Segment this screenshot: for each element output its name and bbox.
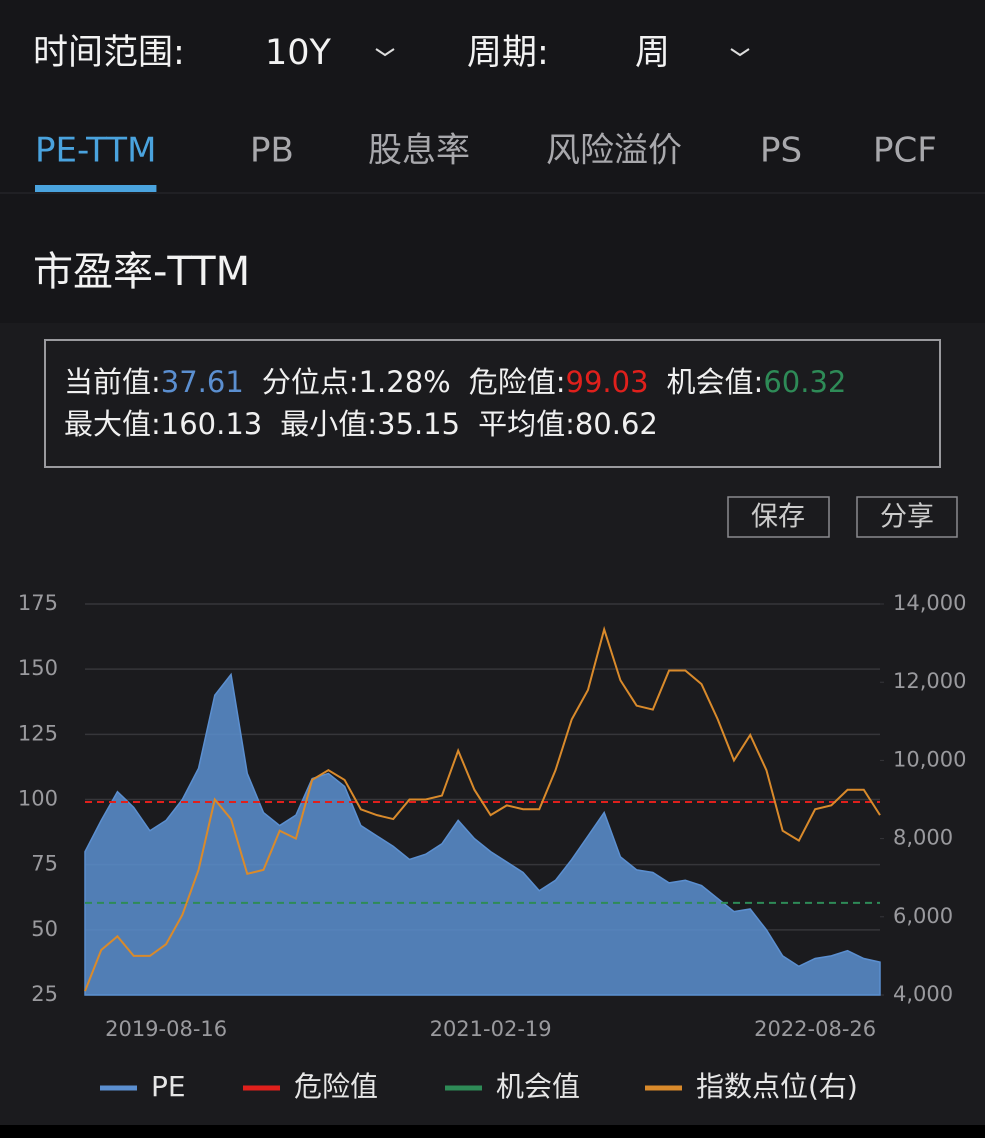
stat-value: 60.32 <box>763 365 846 399</box>
stat-value: 1.28% <box>359 365 451 399</box>
stat-value: 99.03 <box>566 365 649 399</box>
y2-tick-label: 12,000 <box>893 669 966 693</box>
time-range-label: 时间范围: <box>33 33 185 73</box>
y-tick-label: 25 <box>31 982 58 1006</box>
dropdown-chevron[interactable] <box>375 48 395 57</box>
header-bg <box>0 0 985 323</box>
legend-label: PE <box>151 1070 186 1103</box>
pe-area <box>84 672 881 996</box>
tab-bar: PE-TTM PB 股息率 风险溢价 PS PCF <box>35 131 937 192</box>
chart: 25 50 75 100 125 150 175 4,000 6,000 8,000 10,000 1… <box>18 591 967 1103</box>
stats: 当前值:37.61 分位点:1.28% 危险值:99.03 机会值:60.32 最大值:… <box>64 365 846 441</box>
tab[interactable]: PE-TTM <box>35 131 156 171</box>
time-range-select[interactable]: 10Y <box>265 33 332 73</box>
share-button[interactable] <box>856 496 958 538</box>
period-label: 周期: <box>467 33 549 73</box>
stat-value: 35.15 <box>377 407 460 441</box>
y2-tick-label: 8,000 <box>893 826 953 850</box>
tab[interactable]: 股息率 <box>368 131 470 171</box>
stat-value: 80.62 <box>575 407 658 441</box>
stat-label: 平均值: <box>478 407 575 441</box>
stats-line: 最大值:160.13 最小值:35.15 平均值:80.62 <box>64 407 658 441</box>
legend-label: 指数点位(右) <box>696 1070 858 1103</box>
index-line <box>84 625 881 992</box>
y-tick-label: 75 <box>31 852 58 876</box>
y-tick-label: 175 <box>18 591 58 615</box>
tab[interactable]: PCF <box>873 131 937 171</box>
stat-value: 160.13 <box>161 407 262 441</box>
save-button-label[interactable]: 保存 <box>751 502 805 533</box>
stat-label: 最小值: <box>280 407 377 441</box>
legend-label: 机会值 <box>496 1070 580 1103</box>
stats-line: 当前值:37.61 分位点:1.28% 危险值:99.03 机会值:60.32 <box>64 365 846 399</box>
stat-label: 当前值: <box>64 365 161 399</box>
y-tick-label: 150 <box>18 656 58 680</box>
stat-label: 分位点: <box>262 365 359 399</box>
x-tick-label: 2019-08-16 <box>105 1017 227 1041</box>
legend-label: 危险值 <box>294 1070 378 1103</box>
stats-box <box>44 339 941 468</box>
stat-label: 机会值: <box>667 365 764 399</box>
dropdown-chevron[interactable] <box>730 48 750 57</box>
section-title: 市盈率-TTM <box>33 249 250 295</box>
period-select[interactable]: 周 <box>635 33 670 73</box>
stat-label: 危险值: <box>469 365 566 399</box>
tab[interactable]: 风险溢价 <box>546 131 682 171</box>
x-tick-label: 2021-02-19 <box>430 1017 552 1041</box>
bottom-strip <box>0 1125 985 1138</box>
tab[interactable]: PS <box>760 131 802 171</box>
stat-label: 最大值: <box>64 407 161 441</box>
y2-tick-label: 14,000 <box>893 591 966 615</box>
share-button-label[interactable]: 分享 <box>880 502 934 533</box>
x-tick-label: 2022-08-26 <box>754 1017 876 1041</box>
y-tick-label: 125 <box>18 721 58 745</box>
y-tick-label: 100 <box>18 787 58 811</box>
y2-tick-label: 10,000 <box>893 747 966 771</box>
chart-panel-bg <box>0 323 985 1125</box>
tab[interactable]: PB <box>250 131 294 171</box>
y2-tick-label: 6,000 <box>893 904 953 928</box>
y-tick-label: 50 <box>31 917 58 941</box>
y2-tick-label: 4,000 <box>893 982 953 1006</box>
save-button[interactable] <box>727 496 830 538</box>
tab-underline <box>35 185 157 192</box>
stat-value: 37.61 <box>161 365 244 399</box>
